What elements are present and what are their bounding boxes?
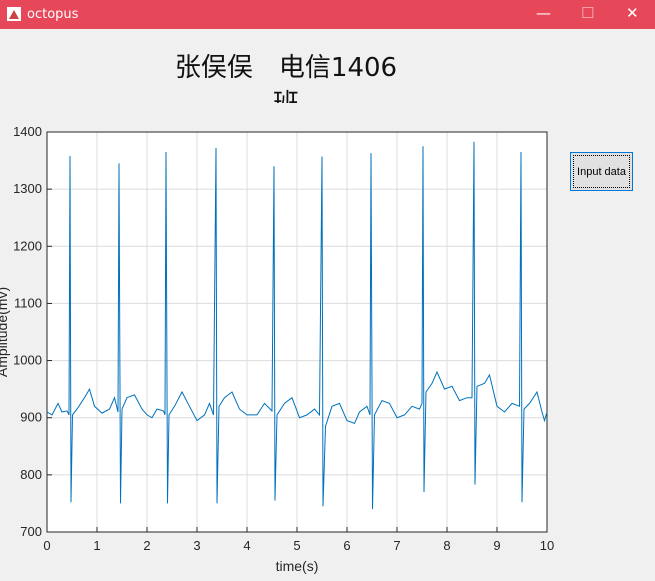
app-icon (7, 7, 21, 21)
x-tick-label: 5 (293, 538, 300, 553)
y-tick-label: 800 (20, 467, 42, 482)
window-title: octopus (27, 7, 79, 22)
close[interactable]: ✕ (626, 4, 639, 22)
y-tick-label: 1400 (13, 124, 42, 139)
y-tick-label: 1100 (14, 295, 42, 310)
maximize[interactable]: ☐ (581, 4, 595, 22)
y-tick-label: 1300 (13, 181, 42, 196)
y-tick-label: 900 (20, 410, 42, 425)
title-bar: octopus — ☐ ✕ (0, 0, 655, 29)
x-tick-label: 8 (443, 538, 450, 553)
x-axis-label: time(s) (276, 558, 319, 574)
chart-title: 张俣俣 电信1406班 (174, 53, 398, 103)
x-tick-label: 10 (540, 538, 554, 553)
ecg-line (46, 141, 548, 510)
axes-box (46, 131, 548, 533)
chart: 700 800 900 1000 1100 1200 1300 1400 0 1 2 3 4 5 6 7 8 9 1… (0, 124, 554, 574)
input-data-button[interactable]: Input data (570, 152, 633, 191)
x-tick-label: 7 (393, 538, 400, 553)
x-tick-label: 0 (43, 538, 50, 553)
y-tick-label: 1200 (13, 238, 42, 253)
x-tick-label: 6 (343, 538, 350, 553)
y-tick-label: 1000 (13, 353, 42, 368)
x-tick-label: 3 (193, 538, 200, 553)
x-tick-label: 4 (243, 538, 250, 553)
y-axis-label: Amplitude(mv) (0, 287, 10, 377)
minimize[interactable]: — (536, 4, 551, 22)
x-tick-label: 2 (143, 538, 150, 553)
x-tick-label: 9 (493, 538, 500, 553)
x-tick-label: 1 (93, 538, 100, 553)
y-tick-label: 700 (20, 524, 42, 539)
